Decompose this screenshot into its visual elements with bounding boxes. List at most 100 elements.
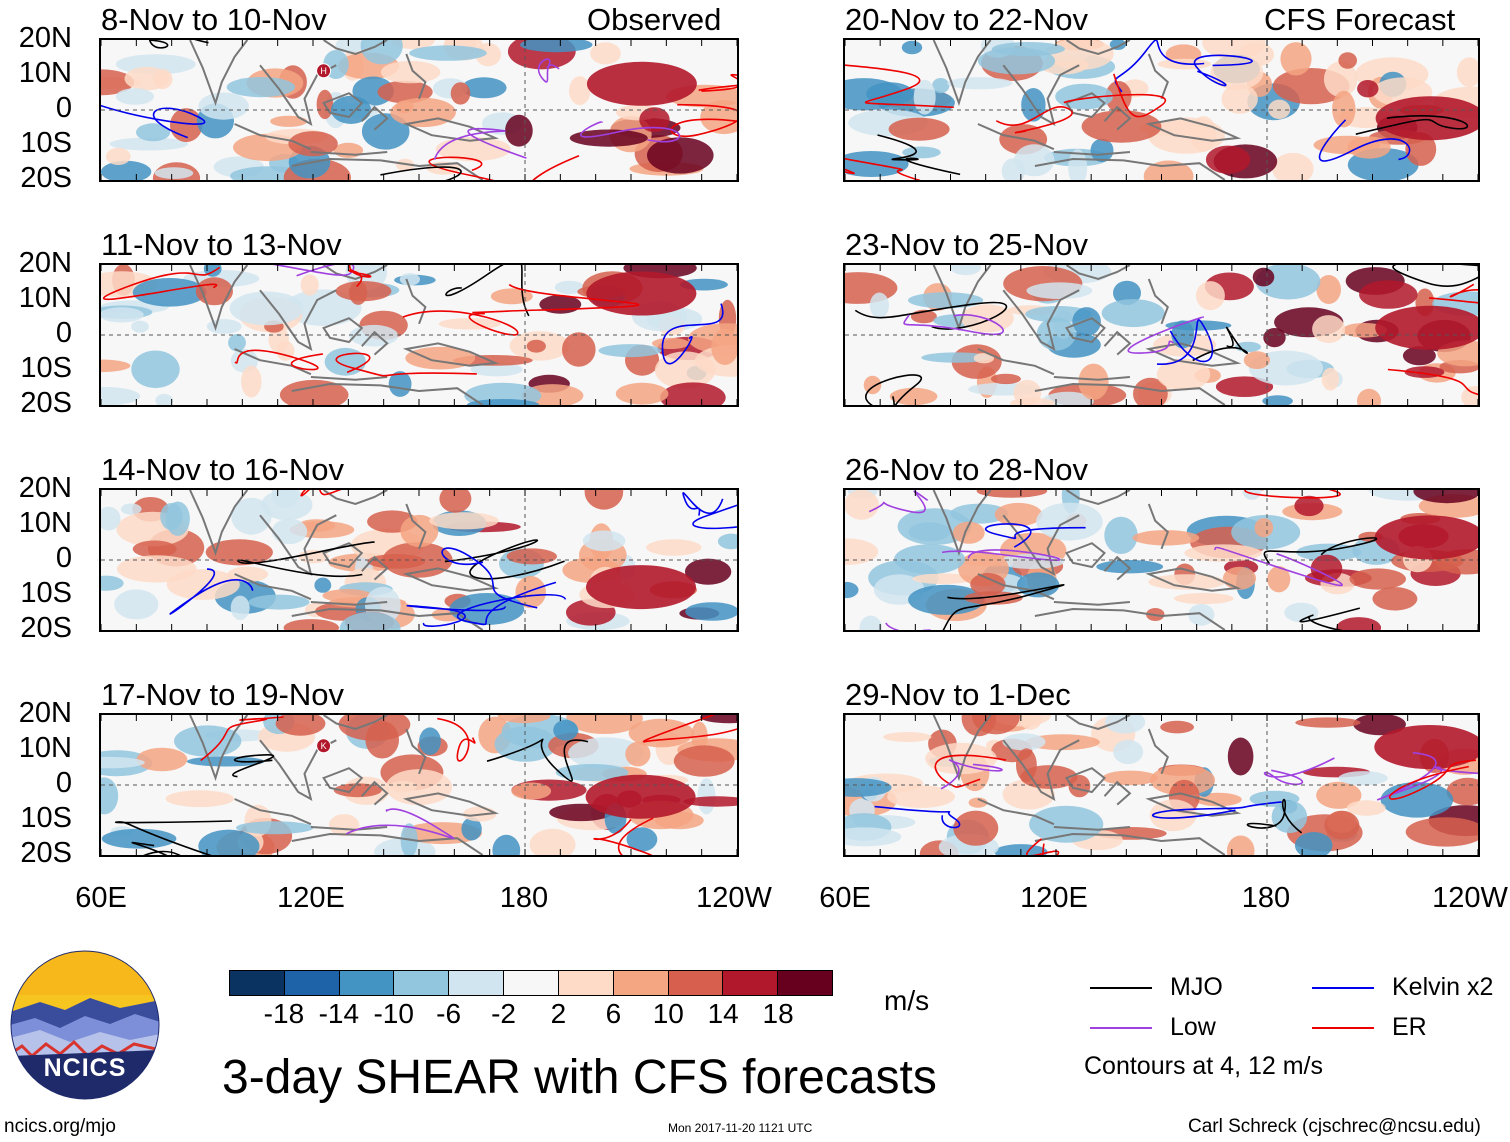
shear-shading	[1025, 734, 1100, 751]
coastline	[1064, 767, 1106, 794]
coastline	[1065, 490, 1131, 506]
lon-label-60e-left: 60E	[75, 882, 127, 914]
panel-title-1: 20-Nov to 22-Nov	[845, 2, 1088, 37]
shear-shading	[1174, 592, 1234, 605]
shear-shading	[845, 827, 902, 847]
lat-label: 10S	[20, 352, 72, 384]
shear-core	[1375, 96, 1478, 141]
map-panel-7	[843, 713, 1480, 857]
lat-label: 0	[55, 317, 72, 349]
coastline	[977, 348, 1055, 376]
lat-label: 20S	[20, 162, 72, 194]
shear-shading	[1026, 282, 1093, 299]
colorbar-swatch	[778, 971, 832, 995]
shear-shading	[101, 777, 119, 815]
shear-shading	[1323, 61, 1358, 97]
shear-shading	[419, 727, 441, 755]
shear-shading	[115, 88, 154, 105]
shear-shading	[1096, 560, 1164, 574]
lon-label-60e-right: 60E	[819, 882, 871, 914]
coastline	[1103, 105, 1132, 131]
coastline	[1145, 567, 1242, 592]
shear-shading	[598, 344, 662, 358]
coastline	[932, 40, 992, 107]
wave-contour	[995, 106, 1073, 134]
shear-shading	[361, 113, 410, 150]
shear-shading	[1324, 810, 1360, 840]
shear-shading	[1078, 363, 1109, 400]
shear-shading	[952, 521, 985, 544]
storm-marker: K	[316, 738, 332, 754]
wave-contour	[1387, 368, 1478, 396]
wave-contour	[200, 716, 284, 762]
shear-shading	[174, 725, 242, 757]
shear-shading	[272, 518, 308, 545]
coastline	[1103, 780, 1132, 806]
coastline	[977, 123, 1055, 151]
shear-shading	[288, 131, 338, 157]
colorbar-tick-label: -2	[491, 998, 516, 1029]
shear-shading	[470, 362, 523, 377]
shear-shading	[976, 490, 1048, 498]
shear-shading	[492, 834, 521, 855]
shear-shading	[136, 123, 171, 142]
shear-core	[1375, 305, 1478, 350]
coastline	[234, 798, 312, 826]
coastline	[932, 265, 992, 332]
colorbar-tick-label: 18	[762, 998, 794, 1029]
shear-core	[1374, 515, 1478, 560]
lon-label-180-right: 180	[1241, 882, 1291, 914]
shear-shading	[1271, 800, 1308, 834]
wave-contour	[692, 504, 737, 530]
lat-label: 0	[55, 92, 72, 124]
wave-contour	[102, 266, 221, 301]
shear-shading	[1227, 737, 1254, 776]
coastline	[361, 105, 389, 131]
wave-contour	[1192, 326, 1248, 362]
coastline	[1002, 514, 1080, 576]
shear-shading	[1267, 566, 1291, 593]
shear-shading	[284, 289, 362, 326]
coastline	[291, 832, 484, 855]
shear-shading	[324, 347, 366, 376]
wave-contour	[486, 738, 589, 782]
shear-shading	[887, 785, 955, 808]
wave-contour	[854, 301, 1008, 330]
shear-shading	[646, 539, 702, 556]
coastline	[323, 715, 388, 731]
wave-contour	[1063, 73, 1166, 118]
shear-shading	[506, 548, 557, 565]
shear-shading	[869, 292, 889, 319]
map-panel-1	[843, 38, 1480, 182]
coastline	[291, 157, 484, 180]
shear-shading	[300, 274, 319, 296]
coastline	[234, 123, 312, 151]
wave-contour	[380, 166, 462, 180]
wave-contour	[234, 349, 324, 371]
coastline	[977, 798, 1055, 826]
shear-shading	[1221, 84, 1258, 114]
colorbar-units: m/s	[884, 985, 930, 1016]
map-panel-3	[843, 263, 1480, 407]
footer-url[interactable]: ncics.org/mjo	[4, 1116, 116, 1137]
colorbar-tick-label: -10	[373, 998, 414, 1029]
coastline	[361, 780, 389, 806]
svg-text:K: K	[321, 741, 327, 751]
coastline	[322, 542, 364, 569]
coastline	[259, 64, 337, 126]
shear-shading	[333, 142, 364, 158]
shear-shading	[1090, 138, 1114, 163]
panel-title-4: 14-Nov to 16-Nov	[101, 452, 344, 487]
shear-shading	[367, 554, 426, 569]
shear-shading	[1268, 99, 1291, 119]
shear-shading	[566, 715, 643, 734]
coastline	[1065, 715, 1131, 731]
shear-shading	[101, 506, 121, 531]
shear-shading	[1332, 90, 1356, 128]
shear-shading	[1461, 386, 1478, 405]
shear-shading	[1016, 572, 1060, 598]
lon-label-120e-right: 120E	[1020, 882, 1088, 914]
shear-shading	[105, 147, 131, 165]
shear-shading	[1133, 377, 1168, 405]
coastline	[322, 92, 364, 119]
